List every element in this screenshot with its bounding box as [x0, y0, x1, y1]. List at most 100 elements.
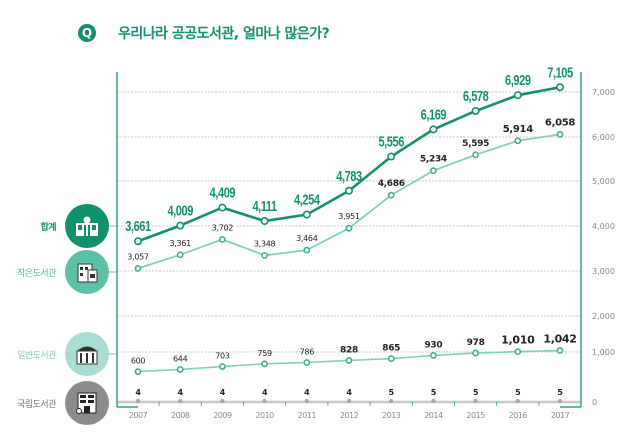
data-label: 3,361 — [169, 239, 191, 248]
data-point — [178, 398, 183, 404]
x-tick-label: 2008 — [171, 411, 190, 420]
data-label: 3,951 — [338, 212, 360, 221]
data-point — [218, 363, 226, 370]
data-point — [556, 347, 564, 354]
data-label: 4 — [178, 388, 184, 397]
data-label: 644 — [173, 354, 188, 363]
icon-connectors — [109, 225, 117, 355]
data-label: 4,783 — [336, 167, 362, 184]
data-point — [555, 83, 564, 92]
data-point — [218, 236, 226, 243]
x-tick-label: 2014 — [424, 411, 443, 420]
data-point — [134, 265, 142, 272]
data-label: 5,234 — [420, 155, 447, 165]
data-label: 3,661 — [125, 218, 151, 235]
y-tick-label: 6,000 — [592, 133, 615, 142]
x-tick-label: 2016 — [509, 411, 528, 420]
small-library-icon — [65, 250, 109, 294]
data-point — [176, 366, 184, 373]
data-point — [261, 251, 268, 259]
library-building-icon — [65, 204, 109, 248]
data-point — [344, 186, 353, 195]
data-label: 1,010 — [501, 334, 535, 347]
x-tick-label: 2011 — [298, 411, 317, 420]
data-point — [514, 348, 522, 356]
data-point — [261, 360, 268, 368]
category-label-total: 합계 — [40, 223, 56, 233]
data-label: 930 — [424, 340, 442, 350]
series-2 — [134, 130, 564, 272]
y-tick-label: 0 — [592, 398, 597, 407]
category-label-national: 국립도서관 — [17, 400, 56, 410]
data-point — [176, 251, 184, 259]
data-point — [473, 398, 478, 404]
data-point — [429, 352, 437, 359]
data-point — [471, 106, 480, 115]
data-label: 4 — [135, 388, 141, 397]
data-point — [345, 357, 353, 364]
data-label: 1,042 — [543, 332, 576, 345]
data-label: 4,409 — [210, 184, 236, 201]
data-label: 4,111 — [252, 197, 276, 214]
data-label: 703 — [215, 352, 230, 361]
national-library-icon — [65, 381, 109, 425]
data-point — [218, 203, 227, 212]
category-label-general: 일반도서관 — [17, 351, 56, 361]
data-labels: 3,661 4,009 4,409 4,111 4,254 4,783 5,556 6,169… — [125, 64, 577, 397]
data-point — [346, 398, 352, 404]
data-label: 5 — [389, 388, 395, 397]
axes — [116, 72, 582, 408]
data-label: 4,009 — [167, 202, 193, 219]
series-line — [137, 133, 561, 270]
data-label: 4 — [220, 388, 226, 397]
data-point — [515, 398, 520, 404]
data-point — [472, 151, 479, 159]
data-point — [387, 191, 395, 199]
data-label: 4,686 — [378, 179, 405, 189]
data-point — [429, 125, 438, 134]
chart-title-row: Q 우리나라 공공도서관, 얼마나 많은가? — [78, 20, 330, 46]
data-label: 7,105 — [547, 64, 573, 81]
data-label: 600 — [131, 357, 146, 366]
data-point — [176, 221, 185, 230]
data-point — [135, 398, 141, 404]
y-tick-label: 7,000 — [592, 88, 615, 97]
series-4 — [135, 398, 563, 404]
data-label: 4 — [304, 388, 310, 397]
data-point — [556, 130, 564, 138]
data-point — [513, 91, 522, 100]
x-tick-label: 2007 — [129, 411, 148, 420]
series-1 — [134, 83, 564, 246]
category-label-small: 작은도서관 — [17, 269, 56, 279]
y-tick-label: 5,000 — [592, 177, 615, 186]
data-label: 5,914 — [503, 124, 533, 135]
data-label: 978 — [467, 338, 485, 348]
data-label: 5 — [557, 388, 563, 397]
data-point — [429, 167, 437, 175]
y-tick-labels: 0 1,000 2,000 3,000 4,000 5,000 6,000 7,000 — [592, 88, 615, 407]
data-point — [220, 398, 225, 404]
question-badge-icon: Q — [78, 24, 96, 42]
data-label: 759 — [257, 349, 272, 358]
general-library-icon — [65, 332, 109, 376]
data-point — [303, 359, 311, 366]
data-point — [472, 349, 479, 357]
data-point — [260, 217, 269, 226]
x-tick-labels: 2007 2008 2009 2010 2011 2012 2013 2014 2015 2016… — [129, 411, 570, 420]
data-point — [303, 246, 311, 254]
data-label: 5 — [431, 388, 437, 397]
data-point — [387, 152, 396, 161]
data-point — [262, 398, 267, 404]
y-tick-label: 4,000 — [592, 222, 615, 231]
chart-title: 우리나라 공공도서관, 얼마나 많은가? — [118, 26, 330, 42]
data-point — [387, 355, 395, 363]
y-tick-label: 3,000 — [592, 267, 615, 276]
x-tick-label: 2012 — [340, 411, 359, 420]
x-tick-label: 2013 — [382, 411, 401, 420]
data-label: 4 — [346, 388, 352, 397]
data-label: 6,578 — [463, 87, 489, 104]
data-label: 4 — [262, 388, 268, 397]
data-point — [302, 210, 311, 219]
x-tick-label: 2010 — [255, 411, 274, 420]
